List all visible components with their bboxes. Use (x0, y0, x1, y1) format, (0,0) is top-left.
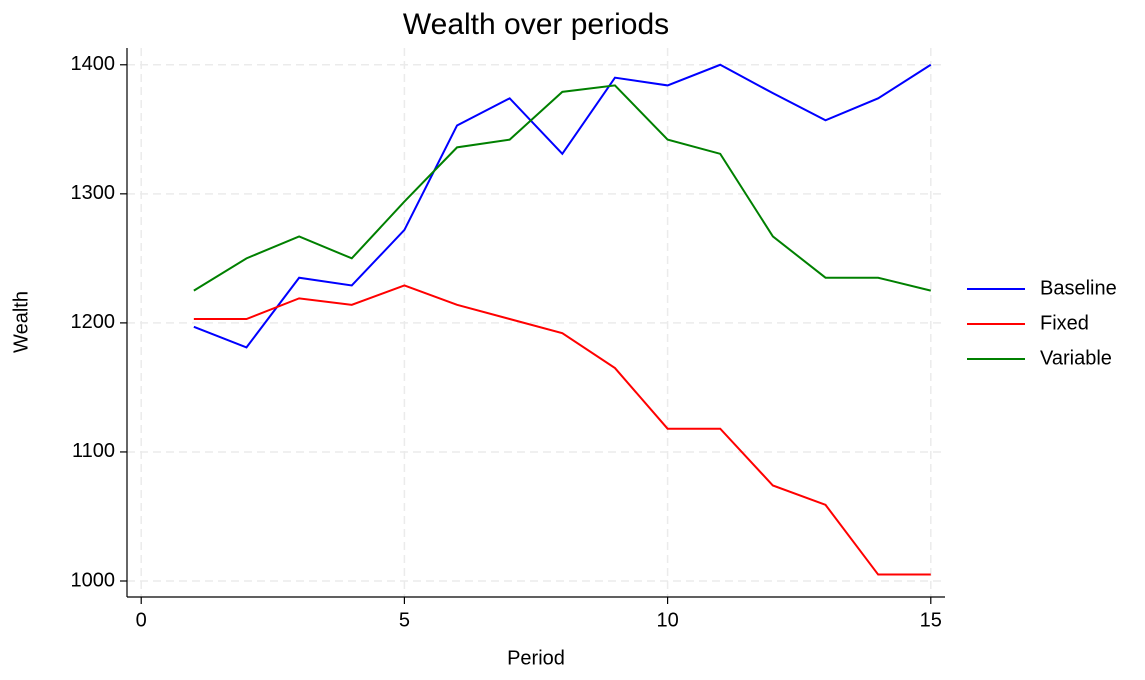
y-axis-label: Wealth (10, 291, 32, 353)
chart-title: Wealth over periods (403, 8, 669, 41)
legend-label: Variable (1040, 347, 1112, 369)
y-tick-label: 1200 (71, 311, 116, 333)
x-axis-label: Period (507, 647, 565, 669)
x-tick-label: 0 (136, 609, 147, 631)
y-tick-label: 1300 (71, 182, 116, 204)
y-tick-label: 1400 (71, 53, 116, 75)
y-tick-label: 1100 (72, 440, 115, 462)
legend-label: Baseline (1040, 277, 1117, 299)
line-series (193, 284, 931, 576)
x-tick-label: 5 (399, 609, 410, 631)
line-series (193, 63, 932, 349)
line-series (193, 84, 932, 292)
x-tick-label: 15 (920, 609, 942, 631)
x-tick-label: 10 (656, 609, 678, 631)
y-tick-label: 1000 (71, 569, 116, 591)
legend-label: Fixed (1040, 312, 1089, 334)
